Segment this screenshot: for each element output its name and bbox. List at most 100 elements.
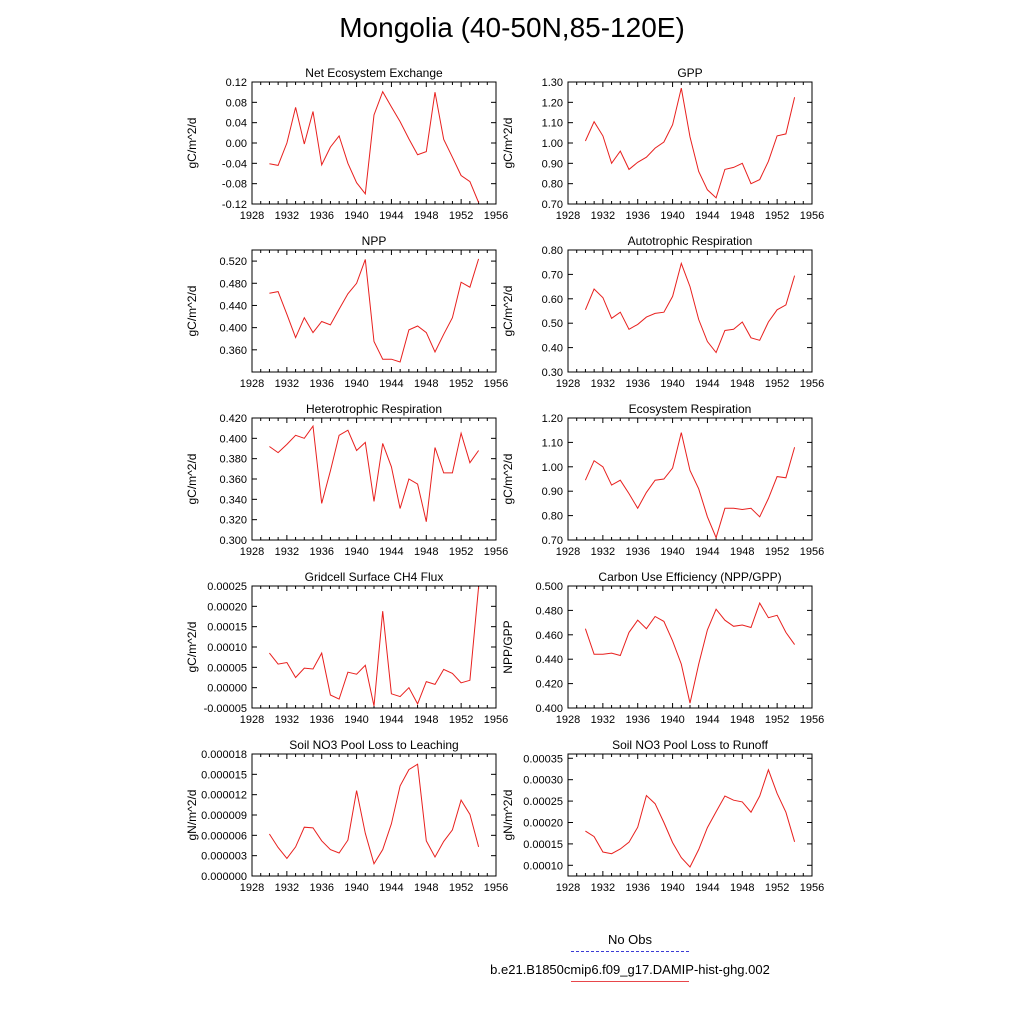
y-axis-label: NPP/GPP: [501, 620, 515, 673]
x-tick-label: 1928: [240, 882, 264, 894]
x-tick-label: 1932: [275, 378, 299, 390]
y-tick-label: 1.00: [542, 138, 563, 150]
x-tick-label: 1944: [695, 210, 719, 222]
y-axis-label: gC/m^2/d: [185, 118, 199, 169]
chart-title: NPP: [362, 234, 387, 248]
x-tick-label: 1940: [344, 546, 368, 558]
y-tick-label: 1.00: [542, 462, 563, 474]
legend-item-obs: No Obs: [420, 932, 840, 952]
y-tick-label: 0.300: [219, 535, 247, 547]
plot-frame: [567, 417, 813, 541]
x-tick-label: 1948: [730, 714, 754, 726]
x-tick-label: 1928: [556, 546, 580, 558]
y-tick-label: 0.000018: [201, 749, 247, 761]
chart-panel-2: GPP gC/m^2/d 1928 1932 1936 1940 1944 1948 1952 1…: [501, 66, 824, 222]
plot-frame: [567, 81, 813, 205]
x-tick-label: 1952: [765, 210, 789, 222]
x-tick-label: 1940: [344, 882, 368, 894]
x-tick-label: 1932: [591, 882, 615, 894]
y-tick-label: 0.320: [219, 515, 247, 527]
y-tick-label: 0.440: [219, 300, 247, 312]
y-tick-label: 1.20: [542, 413, 563, 425]
x-tick-label: 1940: [344, 378, 368, 390]
x-tick-label: 1928: [556, 210, 580, 222]
y-tick-label: 0.80: [542, 245, 563, 257]
y-axis-label: gC/m^2/d: [185, 622, 199, 673]
x-tick-label: 1944: [695, 546, 719, 558]
y-tick-label: 0.00005: [207, 662, 247, 674]
y-tick-label: 1.30: [542, 77, 563, 89]
x-tick-label: 1928: [240, 546, 264, 558]
y-tick-label: 0.00030: [523, 775, 563, 787]
plot-frame: [567, 753, 813, 877]
x-tick-label: 1932: [275, 714, 299, 726]
y-axis-label: gN/m^2/d: [501, 790, 515, 841]
x-tick-label: 1932: [275, 882, 299, 894]
x-tick-label: 1956: [800, 714, 824, 726]
y-tick-label: -0.12: [222, 199, 247, 211]
x-tick-label: 1932: [591, 714, 615, 726]
x-tick-label: 1940: [660, 546, 684, 558]
x-tick-label: 1932: [275, 210, 299, 222]
plot-frame: [251, 249, 497, 373]
y-tick-label: 0.90: [542, 158, 563, 170]
y-tick-label: 1.10: [542, 118, 563, 130]
series-line: [269, 586, 480, 707]
y-tick-label: 0.360: [219, 345, 247, 357]
x-tick-label: 1956: [800, 378, 824, 390]
chart-title: Soil NO3 Pool Loss to Leaching: [289, 738, 458, 752]
y-tick-label: 0.400: [219, 323, 247, 335]
x-tick-label: 1936: [625, 882, 649, 894]
y-tick-label: 1.10: [542, 437, 563, 449]
legend-label-obs: No Obs: [607, 932, 653, 947]
chart-title: Heterotrophic Respiration: [306, 402, 442, 416]
y-tick-label: 0.520: [219, 256, 247, 268]
y-tick-label: 0.00000: [207, 683, 247, 695]
x-tick-label: 1932: [591, 546, 615, 558]
x-tick-label: 1932: [591, 378, 615, 390]
y-tick-label: 0.00: [226, 138, 247, 150]
y-tick-label: -0.04: [222, 158, 247, 170]
y-axis-label: gC/m^2/d: [501, 454, 515, 505]
x-tick-label: 1944: [379, 546, 403, 558]
y-tick-label: 0.80: [542, 179, 563, 191]
x-tick-label: 1956: [800, 882, 824, 894]
x-tick-label: 1928: [240, 714, 264, 726]
x-tick-label: 1928: [556, 378, 580, 390]
y-tick-label: 0.00025: [523, 796, 563, 808]
x-tick-label: 1944: [379, 882, 403, 894]
y-tick-label: 0.00035: [523, 753, 563, 765]
x-tick-label: 1948: [730, 210, 754, 222]
x-tick-label: 1928: [240, 378, 264, 390]
y-axis-label: gN/m^2/d: [185, 790, 199, 841]
y-tick-label: 0.420: [535, 679, 563, 691]
y-tick-label: 0.70: [542, 535, 563, 547]
chart-panel-9: Soil NO3 Pool Loss to Leaching gN/m^2/d 19…: [185, 738, 508, 894]
y-axis-label: gC/m^2/d: [501, 286, 515, 337]
y-tick-label: 0.04: [226, 118, 247, 130]
y-tick-label: 0.480: [535, 605, 563, 617]
x-tick-label: 1956: [484, 882, 508, 894]
x-tick-label: 1944: [379, 714, 403, 726]
x-tick-label: 1936: [309, 378, 333, 390]
series-line: [584, 87, 796, 199]
x-tick-label: 1936: [309, 714, 333, 726]
y-tick-label: 0.70: [542, 269, 563, 281]
y-tick-label: 0.420: [219, 413, 247, 425]
x-tick-label: 1928: [556, 714, 580, 726]
x-tick-label: 1936: [309, 210, 333, 222]
page-title: Mongolia (40-50N,85-120E): [339, 12, 685, 43]
y-tick-label: 0.00025: [207, 581, 247, 593]
x-tick-label: 1952: [449, 714, 473, 726]
chart-panel-4: Autotrophic Respiration gC/m^2/d 1928 1932 1…: [501, 234, 824, 390]
series-line: [269, 424, 480, 522]
x-tick-label: 1928: [240, 210, 264, 222]
legend-item-model: b.e21.B1850cmip6.f09_g17.DAMIP-hist-ghg.…: [420, 962, 840, 982]
legend-label-model: b.e21.B1850cmip6.f09_g17.DAMIP-hist-ghg.…: [490, 962, 770, 977]
x-tick-label: 1948: [414, 210, 438, 222]
chart-panel-7: Gridcell Surface CH4 Flux gC/m^2/d 1928 193…: [185, 570, 508, 726]
chart-title: Net Ecosystem Exchange: [305, 66, 443, 80]
y-tick-label: 0.480: [219, 278, 247, 290]
y-axis-label: gC/m^2/d: [501, 118, 515, 169]
